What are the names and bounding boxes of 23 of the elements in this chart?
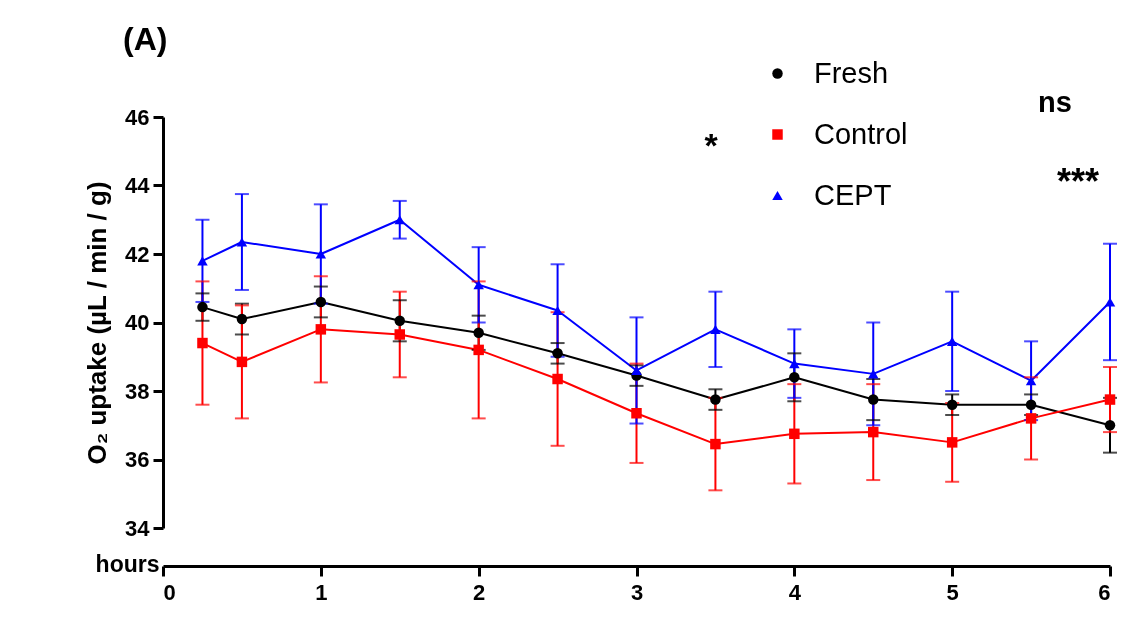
legend-label: Control: [814, 117, 908, 150]
x-tick-label: 3: [630, 579, 644, 605]
x-tick-label: 1: [315, 579, 328, 605]
y-tick-label: 40: [125, 310, 150, 335]
y-tick-label: 44: [125, 173, 151, 198]
x-axis-title: hours: [95, 550, 160, 577]
x-tick-label: 6: [1098, 579, 1111, 605]
x-tick-label: 0: [163, 579, 176, 605]
y-axis-title: O₂ uptake (µL / min / g): [82, 181, 113, 465]
y-tick-label: 38: [125, 378, 150, 404]
annotation: ***: [1056, 161, 1100, 202]
y-tick-label: 34: [125, 515, 151, 541]
x-tick-label: 4: [788, 579, 802, 605]
legend-label: CEPT: [814, 178, 892, 211]
x-tick-label: 2: [473, 579, 486, 605]
annotation: ns: [1038, 86, 1072, 118]
x-tick-label: 5: [946, 579, 959, 605]
y-tick-label: 46: [125, 104, 150, 130]
y-tick-label: 42: [125, 241, 150, 267]
legend-label: Fresh: [814, 56, 889, 89]
chart-title: (A): [123, 21, 168, 57]
y-tick-label: 36: [125, 447, 150, 472]
annotation: *: [704, 126, 719, 164]
